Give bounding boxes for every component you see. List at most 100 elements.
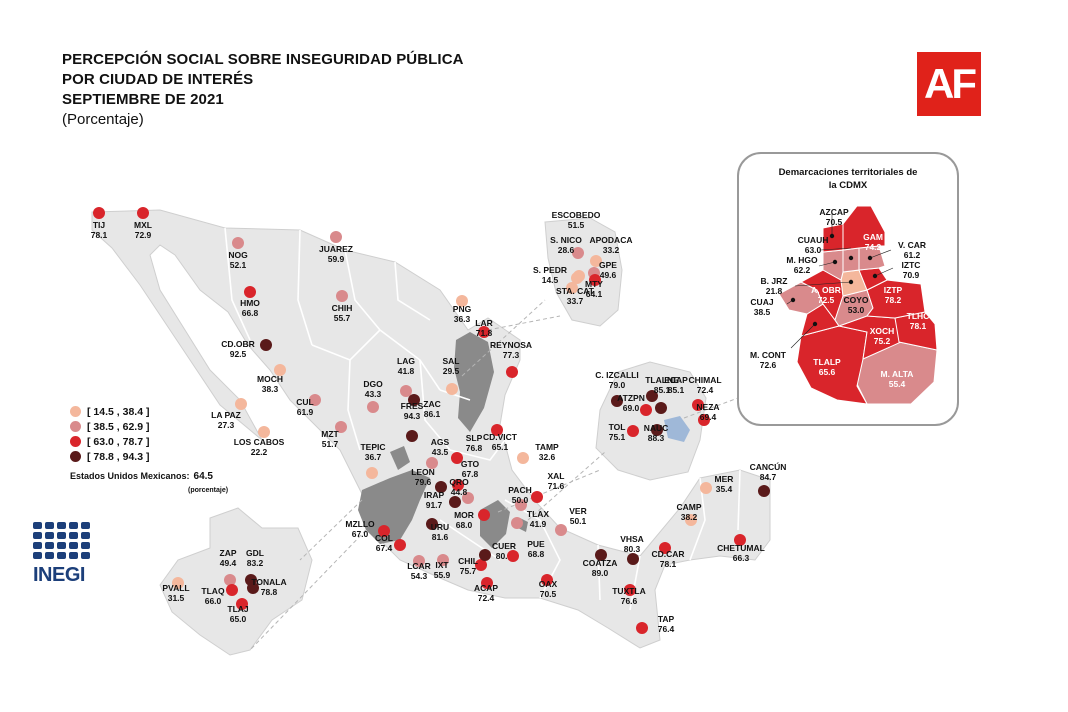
city-marker-lcar — [413, 555, 425, 567]
city-label: ECAP 85.1 — [664, 375, 688, 395]
city-name: APODACA — [590, 235, 633, 245]
city-name: ESCOBEDO — [552, 210, 601, 220]
title-unit: (Porcentaje) — [62, 111, 144, 128]
city-name: PNG — [453, 304, 472, 314]
city-marker-hmo — [244, 286, 256, 298]
edomex-inset — [595, 361, 707, 481]
city-label: S. NICO 28.6 — [550, 235, 582, 255]
city-value: 51.5 — [568, 220, 585, 230]
city-name: LEON — [411, 467, 435, 477]
city-value: 91.7 — [426, 500, 443, 510]
city-value: 61.9 — [297, 407, 314, 417]
city-value: 75.7 — [460, 566, 477, 576]
state-border — [347, 359, 361, 451]
city-value: 52.1 — [230, 260, 247, 270]
city-label: PNG 36.3 — [453, 304, 472, 324]
city-marker-gto — [452, 479, 464, 491]
title-line-3: SEPTIEMBRE DE 2021 — [62, 91, 224, 108]
city-label: LA PAZ 27.3 — [211, 410, 241, 430]
city-label: XAL 71.6 — [548, 471, 565, 491]
city-marker-mty — [589, 274, 601, 286]
city-label: PUE 68.8 — [527, 539, 545, 559]
city-marker-apodaca — [590, 255, 602, 267]
cdmx-label-coyo: COYO 53.0 — [843, 295, 869, 315]
city-label: DGO 43.3 — [363, 379, 383, 399]
title-line-2: POR CIUDAD DE INTERÉS — [62, 71, 254, 88]
city-name: CHIMAL — [688, 375, 721, 385]
title-line-1: PERCEPCIÓN SOCIAL SOBRE INSEGURIDAD PÚBL… — [62, 51, 464, 68]
city-value: 85.1 — [668, 385, 685, 395]
city-value: 67.8 — [462, 469, 479, 479]
city-value: 36.3 — [454, 314, 471, 324]
cdmx-connector — [683, 397, 739, 419]
city-name: STA. CAT — [556, 286, 595, 296]
city-name: TOL — [609, 422, 626, 432]
city-name: TAP — [658, 614, 675, 624]
city-label: SLP 76.8 — [466, 433, 483, 453]
city-marker-tlax — [511, 517, 523, 529]
city-marker-coatza — [595, 549, 607, 561]
city-name: QRO — [449, 477, 469, 487]
city-label: PACH 50.0 — [508, 485, 531, 505]
city-name: LAR — [475, 318, 492, 328]
city-name: FRES — [401, 401, 424, 411]
city-name: CHIH — [332, 303, 353, 313]
city-value: 27.3 — [218, 420, 235, 430]
city-marker-ixt — [437, 554, 449, 566]
city-value: 78.8 — [261, 587, 278, 597]
city-marker-lar — [478, 326, 490, 338]
city-name: DGO — [363, 379, 383, 389]
city-marker-escobedo — [572, 247, 584, 259]
city-marker-cd-vict — [491, 424, 503, 436]
city-marker-ags — [426, 457, 438, 469]
city-value: 69.0 — [623, 403, 640, 413]
city-value: 65.0 — [230, 614, 247, 624]
city-value: 80.3 — [624, 544, 641, 554]
city-value: 44.8 — [451, 487, 468, 497]
inset-connector — [487, 315, 561, 331]
legend-label: [ 78.8 , 94.3 ] — [87, 450, 150, 463]
city-marker-sal — [446, 383, 458, 395]
cdmx-label-tlhc: TLHC 78.1 — [906, 311, 930, 331]
city-marker-col — [394, 539, 406, 551]
city-value: 38.3 — [262, 384, 279, 394]
legend-swatch — [70, 436, 81, 447]
city-label: CUL 61.9 — [296, 397, 313, 417]
legend-item: [ 63.0 , 78.7 ] — [70, 434, 149, 449]
city-label: JUAREZ 59.9 — [319, 244, 353, 264]
city-name: CD.CAR — [651, 549, 684, 559]
city-marker-irap — [449, 496, 461, 508]
city-marker-png — [456, 295, 468, 307]
city-value: 77.3 — [503, 350, 520, 360]
city-label: MZT 51.7 — [321, 429, 339, 449]
city-value: 43.5 — [432, 447, 449, 457]
city-label: TONALA 78.8 — [251, 577, 286, 597]
city-name: OAX — [539, 579, 558, 589]
city-marker-chetumal — [734, 534, 746, 546]
city-name: MZLLO — [345, 519, 375, 529]
city-label: TUXTLA 76.6 — [612, 586, 646, 606]
city-marker-pach — [515, 499, 527, 511]
city-value: 35.4 — [716, 484, 733, 494]
city-label: QRO 44.8 — [449, 477, 469, 497]
city-value: 88.3 — [648, 433, 665, 443]
inset-connector — [497, 469, 601, 513]
cdmx-label-cuaj: CUAJ 38.5 — [750, 297, 774, 317]
city-label: TLAJ 65.0 — [227, 604, 249, 624]
city-name: MOR — [454, 510, 474, 520]
city-value: 89.0 — [592, 568, 609, 578]
legend: [ 14.5 , 38.4 ] [ 38.5 , 62.9 ] [ 63.0 ,… — [70, 404, 149, 464]
city-value: 41.8 — [398, 366, 415, 376]
city-label: TAMP 32.6 — [535, 442, 559, 462]
city-value: 85.1 — [654, 385, 671, 395]
cdmx-inset: Demarcaciones territoriales de la CDMX — [737, 152, 959, 426]
city-value: 55.9 — [434, 570, 451, 580]
city-value: 65.1 — [492, 442, 509, 452]
city-name: MOCH — [257, 374, 283, 384]
city-name: LAG — [397, 356, 415, 366]
legend-label: [ 63.0 , 78.7 ] — [87, 435, 150, 448]
city-value: 94.3 — [404, 411, 421, 421]
city-marker-oax — [541, 574, 553, 586]
city-marker-canc-n — [758, 485, 770, 497]
cdmx-label-vcar: V. CAR 61.2 — [897, 240, 927, 260]
